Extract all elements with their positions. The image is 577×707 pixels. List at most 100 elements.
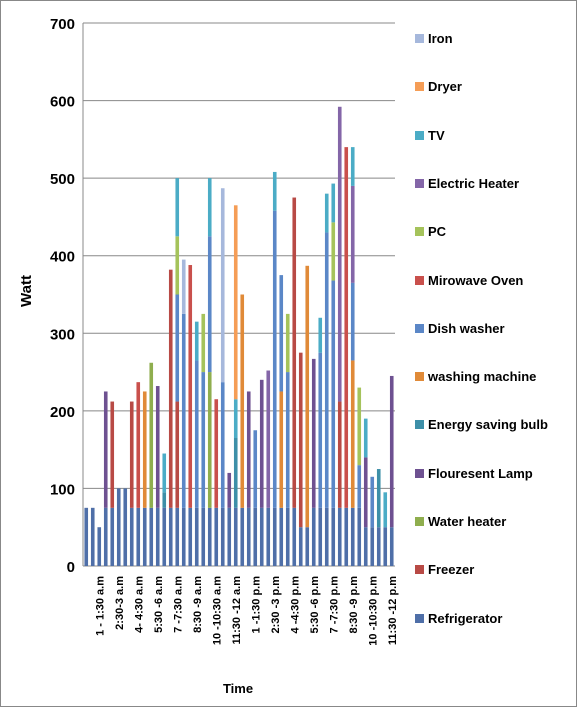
- legend-item: Freezer: [415, 562, 565, 577]
- bar-segment: [253, 430, 258, 508]
- bar-segment: [357, 387, 362, 466]
- legend-label: Energy saving bulb: [428, 417, 548, 433]
- bar-segment: [188, 265, 193, 508]
- bar-segment: [110, 507, 115, 566]
- bar-segment: [149, 362, 154, 508]
- bar-segment: [272, 210, 277, 508]
- bar-segment: [233, 438, 238, 508]
- bar-segment: [266, 370, 271, 508]
- bar-segment: [285, 313, 290, 373]
- bar-segment: [168, 269, 173, 508]
- bar-segment: [162, 492, 167, 508]
- x-tick-label: 11:30 -12 a.m: [231, 576, 243, 645]
- legend-item: Electric Heater: [415, 176, 565, 191]
- x-tick-label: 4 -4:30 p.m: [289, 576, 301, 634]
- legend-label: Iron: [428, 31, 453, 46]
- bar-segment: [363, 527, 368, 566]
- bar-segment: [175, 401, 180, 508]
- bar-segment: [337, 507, 342, 566]
- bar-segment: [370, 527, 375, 566]
- bar-segment: [311, 507, 316, 566]
- bar-segment: [337, 106, 342, 402]
- bar-segment: [272, 507, 277, 566]
- bar-segment: [136, 507, 141, 566]
- bar-segment: [149, 507, 154, 566]
- x-tick-label: 1 - 1:30 a.m: [94, 576, 106, 636]
- x-axis-label: Time: [223, 681, 253, 696]
- bar-segment: [194, 360, 199, 508]
- bar-segment: [175, 507, 180, 566]
- bar-segment: [318, 507, 323, 566]
- bar-segment: [383, 527, 388, 566]
- bar-segment: [207, 372, 212, 508]
- bar-segment: [233, 399, 238, 439]
- bar-segment: [181, 507, 186, 566]
- bar-segment: [318, 317, 323, 353]
- x-tick-label: 1 -1:30 p.m: [250, 576, 262, 634]
- legend-label: TV: [428, 127, 445, 143]
- y-axis-label: Watt: [18, 275, 35, 307]
- legend-swatch: [415, 178, 424, 188]
- legend-item: TV: [415, 128, 565, 143]
- bar-segment: [220, 382, 225, 508]
- bar-segment: [175, 294, 180, 402]
- bar-segment: [188, 507, 193, 566]
- bar-segment: [227, 472, 232, 508]
- bar-segment: [266, 507, 271, 566]
- legend-item: Dish washer: [415, 321, 565, 336]
- bar-segment: [207, 507, 212, 566]
- bar-segment: [97, 527, 102, 566]
- legend-item: Dryer: [415, 79, 565, 94]
- bar-segment: [123, 488, 128, 566]
- bar-segment: [214, 507, 219, 566]
- legend-label: Water heater: [428, 514, 507, 529]
- legend-label: Electric Heater: [428, 175, 520, 191]
- legend-label: Flouresent Lamp: [428, 465, 533, 481]
- bar-segment: [331, 222, 336, 281]
- bar-segment: [285, 372, 290, 508]
- bar-segment: [389, 375, 394, 528]
- bar-segment: [363, 418, 368, 458]
- bar-segment: [181, 313, 186, 508]
- legend-label: Refrigerator: [428, 610, 503, 626]
- x-tick-label: 8:30 -9 a.m: [192, 576, 204, 633]
- legend-label: Mirowave Oven: [428, 272, 524, 288]
- bar-segment: [142, 391, 147, 508]
- legend-swatch: [415, 82, 424, 92]
- bar-segment: [331, 280, 336, 508]
- bar-segment: [357, 465, 362, 508]
- bar-segment: [103, 507, 108, 566]
- bar-segment: [324, 232, 329, 508]
- bar-segment: [136, 382, 141, 508]
- bar-segment: [103, 391, 108, 508]
- x-tick-label: 2:30 -3 p.m: [270, 576, 282, 634]
- bar-segment: [357, 507, 362, 566]
- bar-segment: [389, 527, 394, 566]
- x-tick-label: 10 -10:30 a.m: [211, 576, 223, 645]
- bar-segment: [376, 527, 381, 566]
- x-tick-label: 10 -10:30 p.m: [367, 576, 379, 646]
- bar-segment: [129, 401, 134, 508]
- legend-swatch: [415, 420, 424, 430]
- bar-segment: [324, 193, 329, 233]
- legend-item: Energy saving bulb: [415, 417, 565, 432]
- y-tick-label: 0: [67, 559, 75, 576]
- legend-label: Dish washer: [428, 320, 505, 336]
- x-tick-label: 5:30 -6 p.m: [309, 576, 321, 634]
- bar-segment: [350, 147, 355, 186]
- bar-segment: [220, 507, 225, 566]
- bar-segment: [344, 147, 349, 508]
- legend-swatch: [415, 565, 424, 575]
- bar-segment: [214, 399, 219, 508]
- bar-segment: [207, 236, 212, 373]
- bar-segment: [233, 507, 238, 566]
- legend-item: Iron: [415, 31, 565, 46]
- bar-segment: [298, 527, 303, 566]
- bar-segment: [350, 507, 355, 566]
- bar-segment: [311, 358, 316, 508]
- bar-segment: [279, 275, 284, 392]
- legend-swatch: [415, 468, 424, 478]
- bar-segment: [305, 527, 310, 566]
- bar-segment: [259, 379, 264, 508]
